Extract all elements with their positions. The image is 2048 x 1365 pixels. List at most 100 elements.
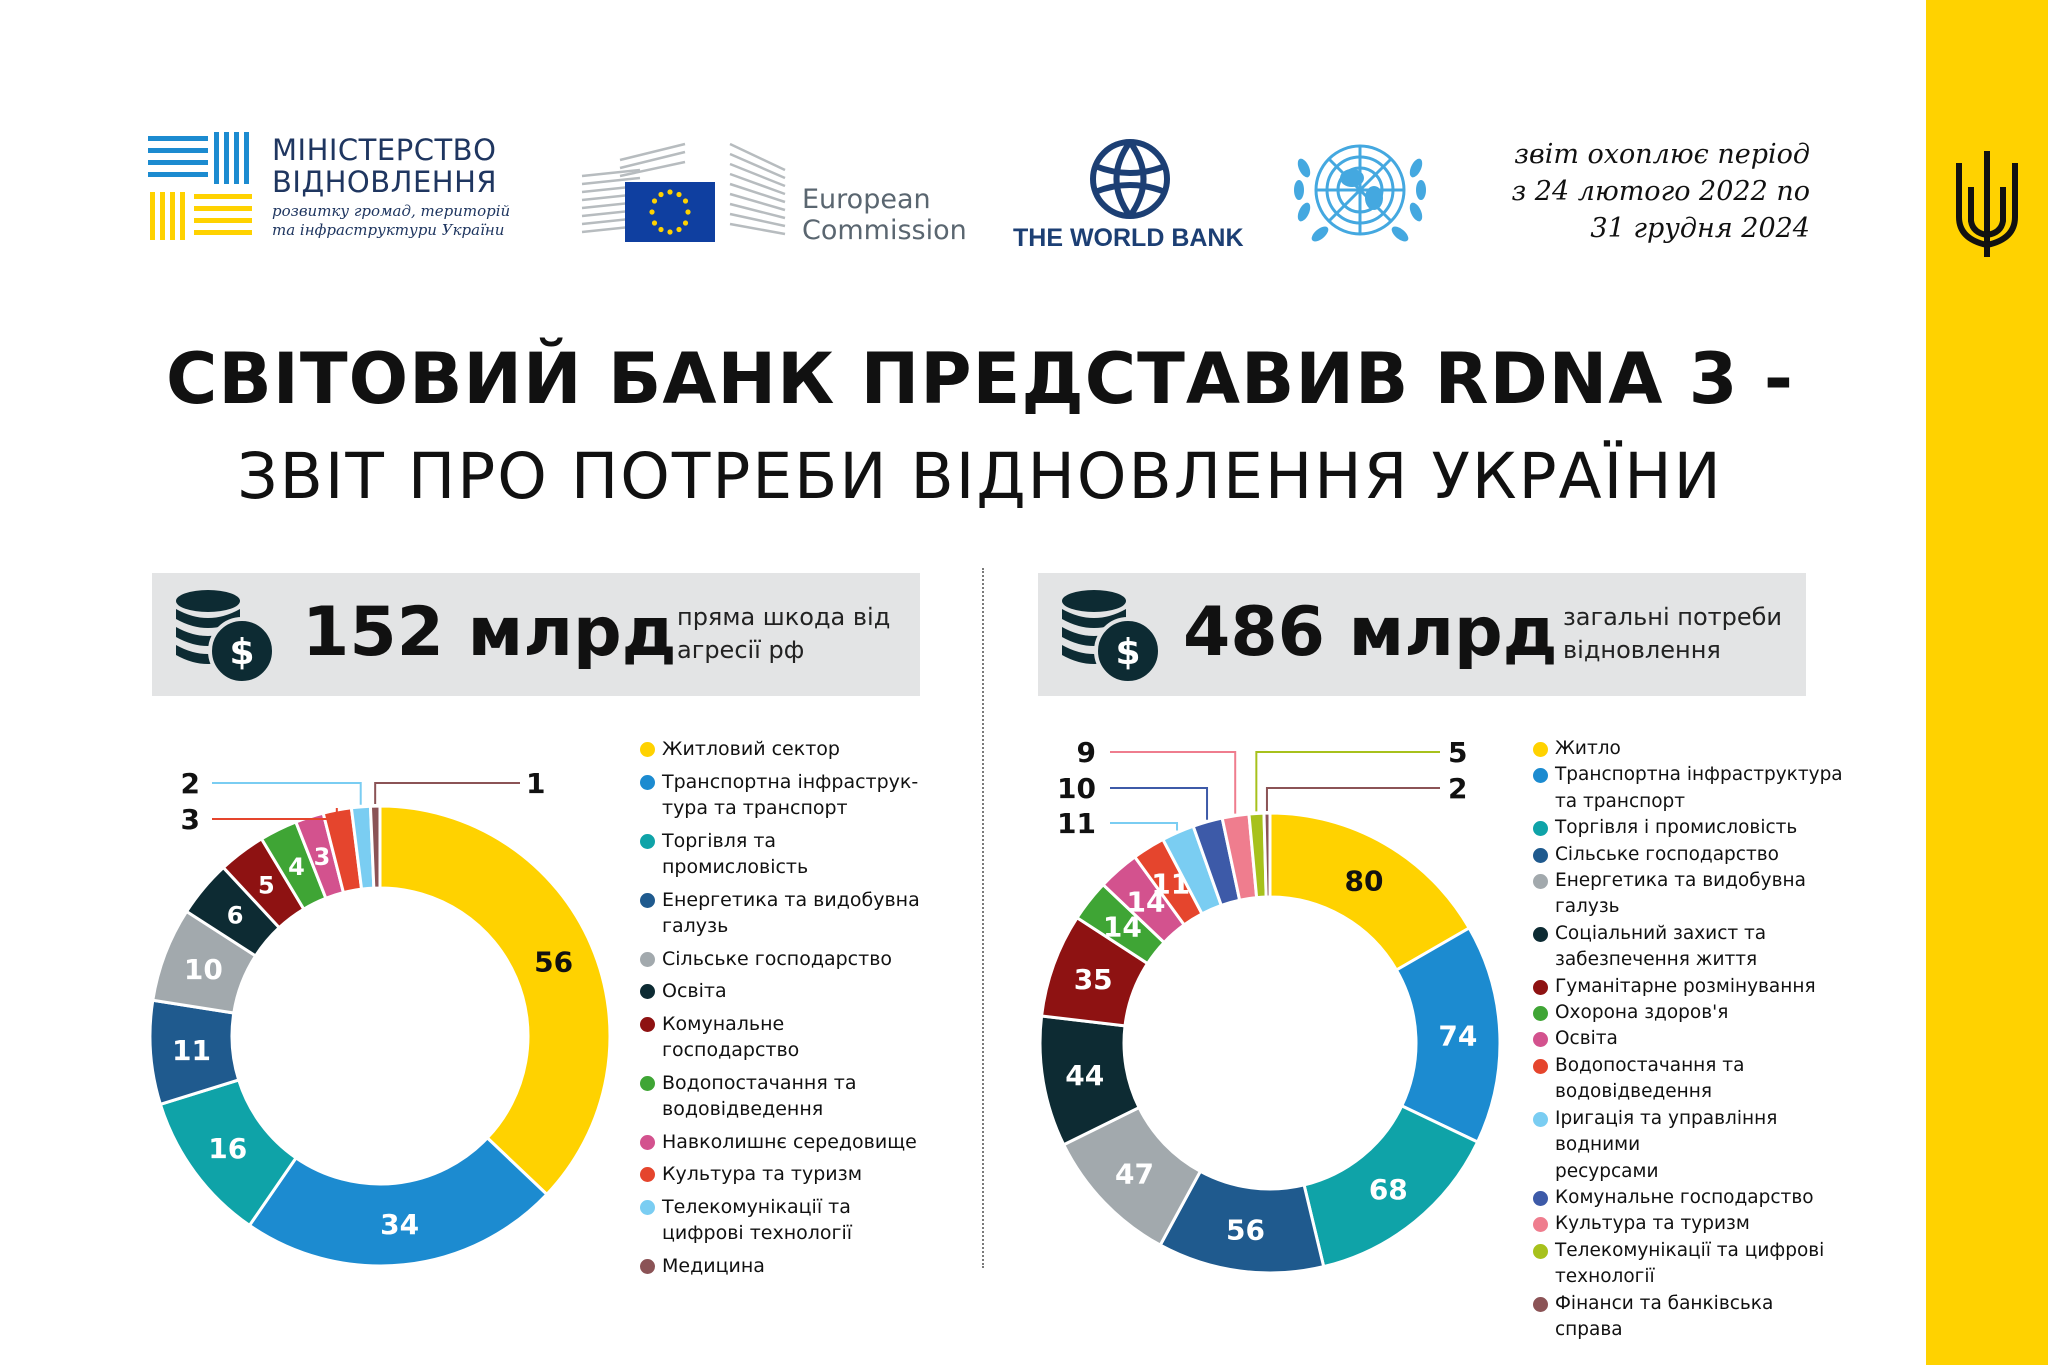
recovery-needs-desc-line2: відновлення (1563, 636, 1721, 664)
legend-label: Освіта (1555, 1028, 1618, 1050)
data-label: 35 (1074, 963, 1113, 996)
legend-label: тура та транспорт (662, 797, 848, 819)
data-label: 5 (258, 872, 275, 900)
leader-line (1110, 751, 1237, 814)
donut-segment (378, 804, 612, 1197)
legend-swatch (1533, 847, 1548, 863)
data-label: 6 (227, 901, 244, 929)
data-label: 5 (1448, 736, 1467, 769)
legend-item: Соціальний захист та забезпечення життя (1533, 921, 1843, 974)
legend-swatch (1533, 742, 1548, 757)
legend-label: Водопостачання та (662, 1071, 857, 1094)
coins-dollar-icon: $ (176, 590, 276, 685)
legend-item: Культура та туризм (1533, 1211, 1843, 1237)
leader-line (212, 808, 338, 820)
leader-line (1255, 751, 1440, 812)
section-divider (982, 568, 984, 1268)
legend-swatch (640, 1258, 655, 1274)
donut-segment (247, 1135, 549, 1268)
world-bank-globe-icon (1090, 139, 1170, 219)
legend-label: Торгівля і промисловість (1555, 817, 1798, 839)
legend-item: Фінанси та банківська справа (1533, 1291, 1843, 1344)
legend-label: Житло (1555, 738, 1621, 759)
legend-label: Фінанси та банківська справа (1555, 1292, 1774, 1340)
ec-building-icon (581, 142, 786, 242)
coins-dollar-icon: $ (1062, 590, 1162, 685)
legend-label: Іригація та управління водними (1555, 1107, 1778, 1156)
legend-item: Навколишнє середовище (640, 1129, 920, 1156)
page-title: СВІТОВИЙ БАНК ПРЕДСТАВИВ RDNA 3 - (166, 338, 1794, 420)
data-label: 3 (314, 843, 331, 871)
legend-item: Житло (1533, 736, 1843, 762)
page-subtitle: ЗВІТ ПРО ПОТРЕБИ ВІДНОВЛЕННЯ УКРАЇНИ (237, 440, 1723, 513)
svg-text:$: $ (1115, 632, 1140, 673)
period-line1: звіт охоплює період (1514, 139, 1810, 170)
legend-item: Гуманітарне розмінування (1533, 974, 1843, 1000)
legend-label: Сільське господарство (662, 947, 893, 970)
legend-swatch (640, 1199, 655, 1215)
legend-item: Транспортна інфраструктура та транспорт (1533, 762, 1843, 815)
recovery-needs-banner: $ 486 млрд загальні потреби відновлення (1038, 573, 1806, 696)
period-line2: з 24 лютого 2022 по (1511, 176, 1811, 207)
legend-swatch (640, 833, 655, 849)
legend-label: Водопостачання та (1555, 1054, 1745, 1076)
legend-label: Енергетика та видобувна (662, 888, 920, 911)
legend-label: Освіта (662, 980, 727, 1002)
legend-swatch (1533, 1111, 1548, 1127)
legend-swatch (640, 892, 655, 908)
data-label: 74 (1438, 1020, 1477, 1053)
direct-damage-banner: $ 152 млрд пряма шкода від агресії рф (152, 573, 920, 696)
needs-legend: Житло Транспортна інфраструктура та трансп… (1533, 736, 1843, 1343)
legend-item: Водопостачання та водовідведення (1533, 1053, 1843, 1106)
data-label: 1 (526, 767, 545, 800)
legend-label: Енергетика та видобувна галузь (1555, 870, 1806, 918)
data-label: 4 (288, 853, 305, 881)
legend-item: Сільське господарство (640, 946, 920, 973)
data-label: 2 (181, 767, 200, 800)
direct-damage-amount: 152 млрд (302, 593, 677, 672)
legend-label: Охорона здоров'я (1555, 1002, 1729, 1024)
data-label: 56 (1226, 1213, 1265, 1246)
data-label: 16 (208, 1132, 247, 1165)
legend-swatch (1533, 979, 1548, 995)
recovery-needs-desc-line1: загальні потреби (1563, 603, 1783, 631)
leader-line (1110, 822, 1179, 831)
data-label: 10 (1057, 772, 1096, 805)
legend-swatch (1533, 926, 1548, 942)
legend-item: Транспортна інфраструк-тура та транспорт (640, 769, 920, 822)
european-commission-logo: European Commission (580, 140, 980, 246)
leader-line (1110, 787, 1209, 820)
legend-item: Комунальне господарство (1533, 1185, 1843, 1211)
legend-item: Культура та туризм (640, 1161, 920, 1188)
un-emblem-icon (1294, 144, 1426, 242)
legend-swatch (640, 951, 655, 967)
ec-line2: Commission (802, 215, 967, 246)
data-label: 11 (1057, 807, 1096, 840)
legend-item: Торгівля і промисловість (1533, 815, 1843, 841)
data-label: 47 (1115, 1157, 1154, 1190)
legend-item: Торгівля та промисловість (640, 828, 920, 881)
donut-segment (368, 804, 382, 890)
legend-label: забезпечення життя (1555, 949, 1758, 971)
legend-swatch (1533, 821, 1548, 837)
legend-item: Освіта (1533, 1026, 1843, 1052)
report-period: звіт охоплює період з 24 лютого 2022 по … (1512, 136, 1811, 247)
legend-swatch (640, 1167, 655, 1182)
legend-label: Транспортна інфраструк- (662, 770, 919, 793)
legend-label: Комунальне господарство (662, 1012, 800, 1062)
ministry-name-line2: ВІДНОВЛЕННЯ (272, 165, 498, 199)
data-label: 34 (380, 1208, 419, 1241)
data-label: 44 (1065, 1059, 1104, 1092)
data-label: 2 (1448, 772, 1467, 805)
svg-text:$: $ (229, 632, 254, 673)
direct-damage-desc-line2: агресії рф (677, 636, 805, 664)
legend-label: Комунальне господарство (1555, 1186, 1814, 1208)
legend-label: Житловий сектор (662, 738, 840, 760)
recovery-needs-amount: 486 млрд (1183, 593, 1558, 672)
leader-line (1265, 787, 1440, 812)
world-bank-logo: THE WORLD BANK (1005, 132, 1255, 257)
legend-item: Медицина (640, 1253, 920, 1280)
legend-swatch (640, 984, 655, 999)
legend-swatch (1533, 1058, 1548, 1074)
